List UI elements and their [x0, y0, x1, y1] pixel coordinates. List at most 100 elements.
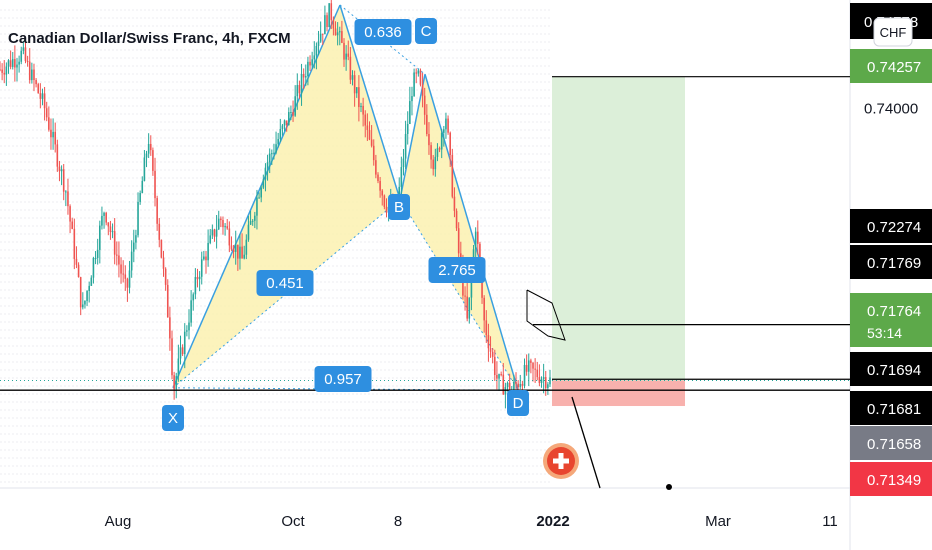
candle-body: [160, 239, 163, 258]
candle-body: [247, 224, 250, 240]
candle-body: [16, 64, 18, 68]
candle-body: [24, 47, 27, 61]
candle-body: [67, 191, 69, 207]
candle-body: [540, 379, 543, 383]
candle-body: [145, 153, 148, 158]
candle-body: [334, 28, 337, 36]
candle-body: [530, 360, 532, 363]
candle-body: [43, 93, 46, 109]
price-label: 0.71349: [867, 472, 921, 489]
candle-body: [14, 59, 16, 68]
candle-body: [217, 218, 220, 230]
candle-body: [169, 317, 171, 339]
candle-body: [175, 376, 178, 390]
price-label: 0.71658: [867, 436, 921, 453]
candle-body: [122, 273, 124, 275]
candle-body: [92, 258, 95, 278]
pattern-leg: [399, 74, 426, 200]
candle-body: [479, 243, 481, 270]
point-label-b: B: [394, 199, 404, 216]
candle-body: [260, 187, 262, 198]
price-label-bg: [850, 49, 932, 83]
ratio-label-xd-bg: [314, 366, 372, 392]
candle-body: [147, 143, 150, 154]
candle-body: [440, 132, 443, 150]
candle-body: [166, 284, 169, 318]
candle-body: [62, 169, 65, 192]
price-label: 0.71694: [867, 362, 921, 379]
candle-body: [158, 223, 161, 240]
candle-body: [113, 231, 116, 255]
candle-body: [362, 105, 364, 115]
candle-body: [264, 167, 267, 180]
time-tick: Aug: [105, 513, 132, 530]
candle-body: [1, 69, 3, 73]
candle-body: [33, 69, 35, 81]
candle-body: [372, 145, 375, 161]
candle-body: [37, 84, 40, 94]
candle-body: [517, 383, 519, 388]
candle-body: [171, 338, 173, 376]
candle-body: [294, 96, 296, 116]
price-axis[interactable]: 0.740000.730000.747780.742570.722740.717…: [850, 3, 932, 496]
price-label: 0.71764: [867, 303, 921, 320]
candle-body: [536, 369, 539, 378]
alert-icon[interactable]: [543, 443, 579, 479]
candle-body: [107, 222, 110, 227]
time-tick: 2022: [536, 513, 569, 530]
candle-body: [54, 131, 57, 145]
pattern-ratio-line: [172, 199, 401, 389]
candle-body: [50, 129, 52, 138]
candle-body: [544, 377, 547, 388]
candle-body: [364, 114, 367, 126]
candle-body: [31, 69, 33, 81]
candle-body: [443, 129, 445, 133]
candle-body: [277, 139, 279, 145]
candle-body: [224, 226, 226, 228]
point-label-d-bg: [507, 390, 529, 416]
candle-body: [111, 231, 114, 233]
candle-body: [230, 245, 233, 250]
price-label-bg: [850, 426, 932, 460]
candle-body: [321, 33, 324, 35]
candle-body: [370, 139, 373, 146]
pattern-labels: X B C D 0.451 0.636 2.765 0.957: [162, 18, 529, 431]
candle-body: [375, 160, 377, 175]
candle-body: [190, 300, 192, 323]
candle-body: [177, 358, 180, 377]
candle-body: [79, 277, 82, 308]
candle-body: [527, 360, 530, 372]
candle-body: [381, 190, 384, 196]
ratio-label-bd-bg: [428, 257, 486, 283]
candle-body: [215, 229, 218, 237]
candle-body: [96, 249, 99, 259]
candle-body: [254, 215, 256, 221]
candle-body: [313, 55, 316, 60]
candle-body: [290, 111, 292, 113]
candle-body: [523, 364, 526, 386]
candle-body: [124, 274, 127, 279]
candle-body: [288, 112, 290, 126]
currency-button[interactable]: CHF: [873, 17, 913, 47]
candle-body: [300, 73, 303, 94]
candle-body: [470, 275, 473, 298]
candle-body: [232, 249, 235, 252]
candle-body: [109, 226, 112, 233]
candle-body: [200, 259, 203, 277]
price-label-bg: [850, 209, 932, 243]
candle-body: [338, 31, 341, 33]
candle-body: [60, 169, 63, 172]
candle-body: [406, 124, 409, 134]
candle-body: [18, 61, 20, 65]
time-axis[interactable]: Aug Oct 8 2022 Mar 11: [105, 513, 838, 530]
candle-body: [411, 96, 413, 102]
candle-body: [341, 31, 343, 43]
candle-body: [547, 384, 549, 388]
candle-body: [292, 111, 294, 116]
candle-body: [428, 134, 430, 146]
candle-body: [149, 143, 152, 151]
candle-body: [105, 212, 107, 223]
candle-body: [347, 53, 350, 57]
candle-body: [307, 61, 309, 77]
